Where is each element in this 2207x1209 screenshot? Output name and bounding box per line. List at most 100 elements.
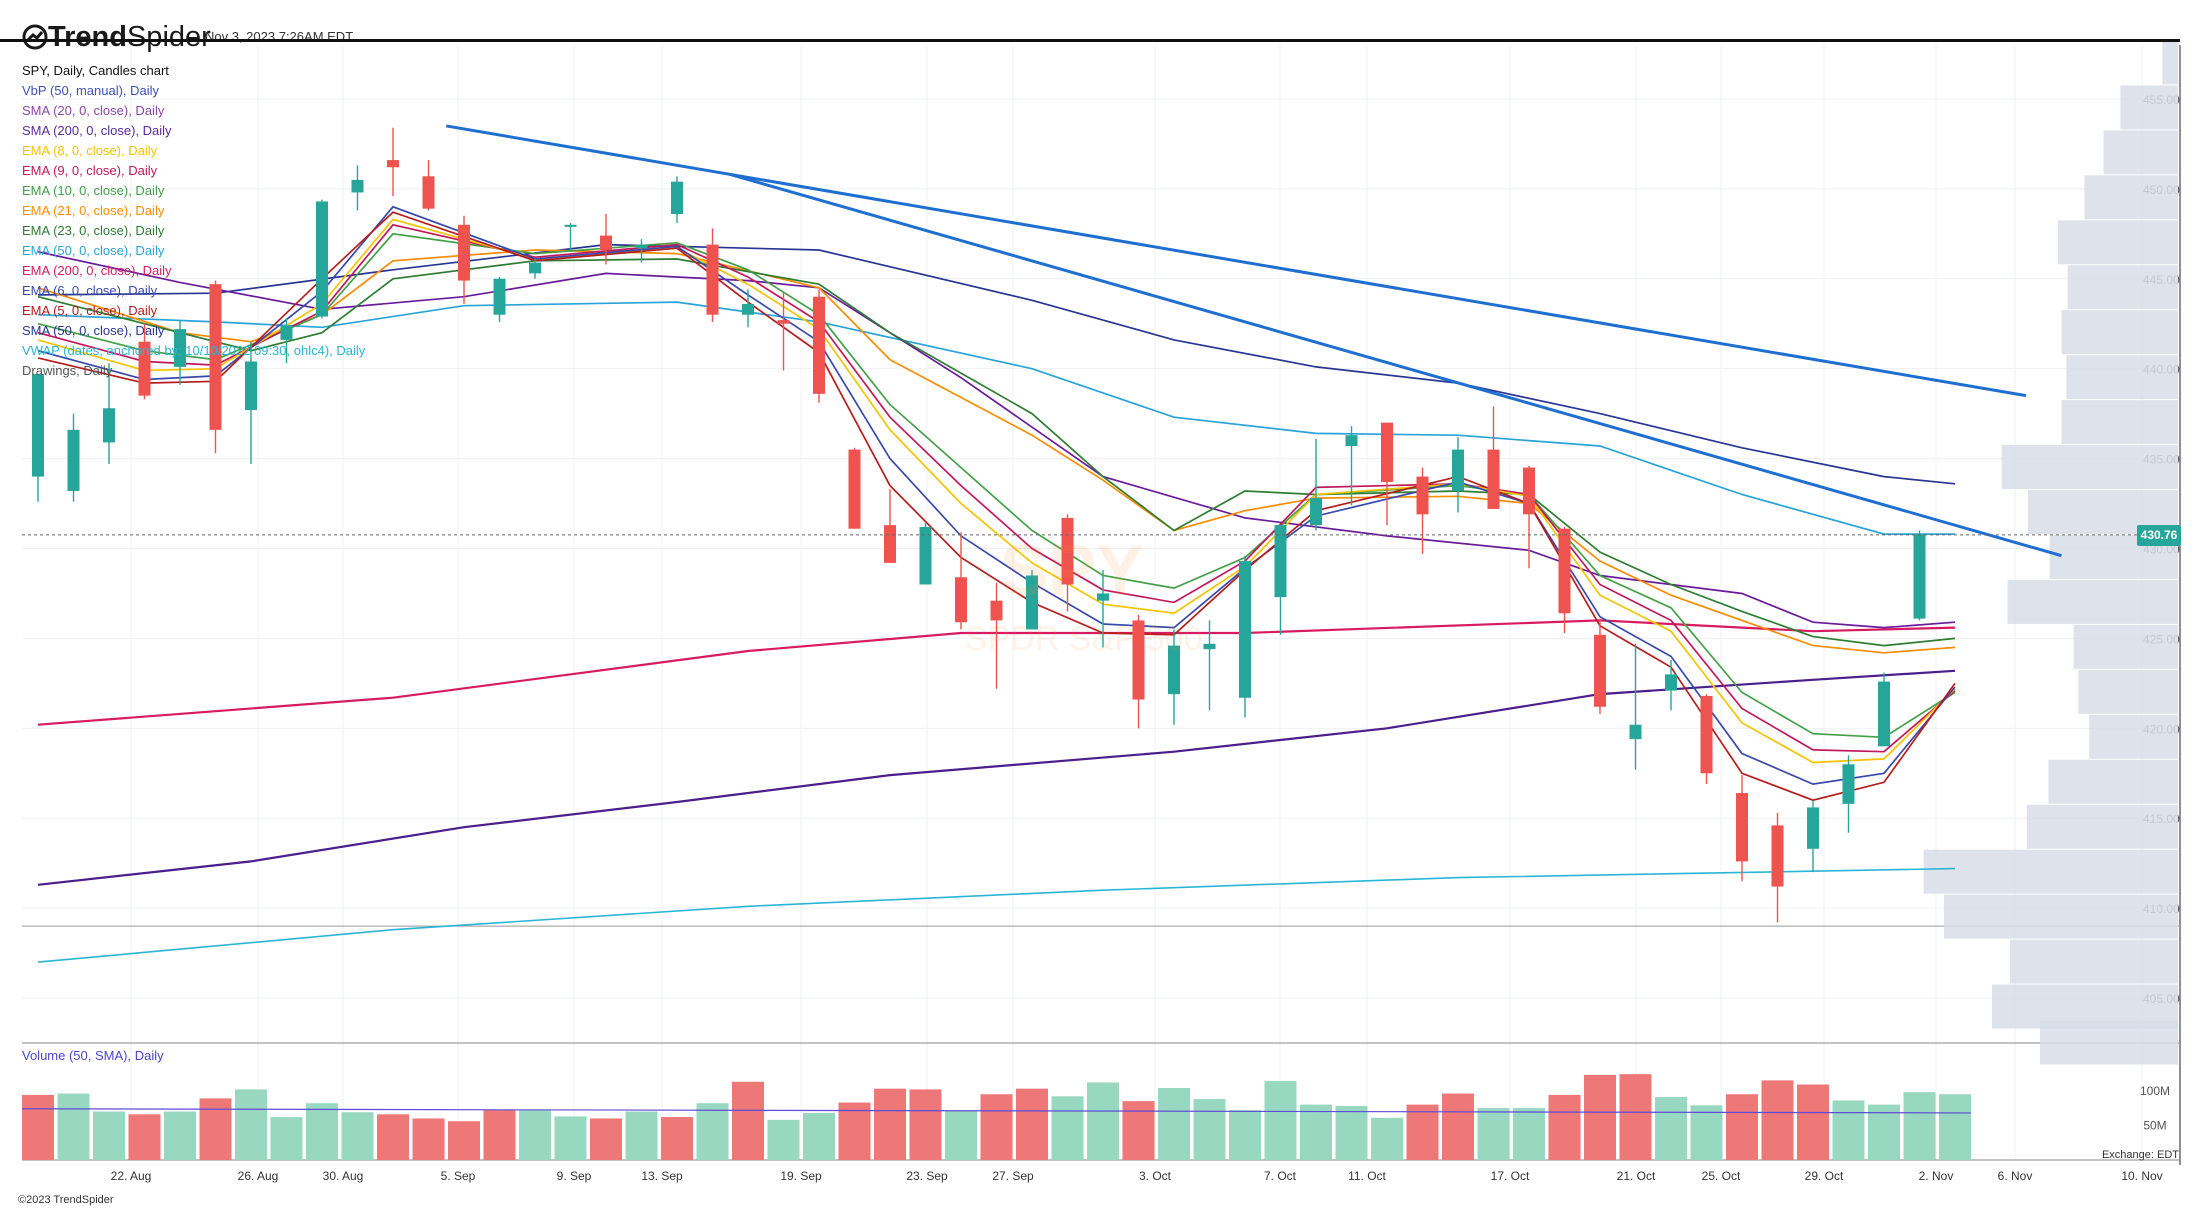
legend-item[interactable]: EMA (9, 0, close), Daily [22,163,158,178]
candle-body[interactable] [1097,593,1109,601]
volume-bar [1335,1106,1368,1160]
volume-bar [377,1114,409,1160]
candle-body[interactable] [1381,422,1393,482]
candle-body[interactable] [848,449,861,529]
legend-item[interactable]: VbP (50, manual), Daily [22,83,160,98]
candle-body[interactable] [990,600,1003,621]
candle-body[interactable] [529,262,541,274]
legend-item[interactable]: SMA (200, 0, close), Daily [22,123,172,138]
candle-body[interactable] [1842,764,1855,804]
volume-bar [22,1094,54,1160]
candle-body[interactable] [1026,575,1038,630]
candle-body[interactable] [1558,528,1571,614]
candle-body[interactable] [564,224,577,227]
candle-body[interactable] [1310,498,1322,526]
volume-bar [1690,1105,1723,1160]
legend-symbol[interactable]: SPY, Daily, Candles chart [22,63,169,78]
candle-body[interactable] [635,244,648,249]
volume-profile-bar [2001,445,2178,490]
candle-body[interactable] [1807,807,1819,849]
candle-body[interactable] [1878,681,1890,747]
indicator-line [37,258,1956,647]
candle-body[interactable] [1061,517,1074,585]
candle-body[interactable] [422,176,435,209]
candle-body[interactable] [458,224,470,281]
x-tick-label: 17. Oct [1491,1169,1530,1183]
legend-item[interactable]: Drawings, Daily [22,363,113,378]
candle-body[interactable] [1665,674,1677,691]
legend-item[interactable]: EMA (50, 0, close), Daily [22,243,165,258]
candle-body[interactable] [138,341,151,396]
volume-profile-bar [2066,355,2178,400]
candle-body[interactable] [1416,476,1429,515]
candle-body[interactable] [777,320,790,324]
legend-item[interactable]: EMA (23, 0, close), Daily [22,223,165,238]
candle-body[interactable] [1168,645,1180,695]
indicator-line [37,301,1955,535]
candle-body[interactable] [1700,695,1713,774]
candle-body[interactable] [493,278,506,315]
candle-body[interactable] [1594,634,1606,707]
volume-label[interactable]: Volume (50, SMA), Daily [22,1048,164,1063]
trendline[interactable] [729,173,2062,558]
candle-body[interactable] [813,296,825,394]
legend-item[interactable]: EMA (6, 0, close), Daily [22,283,158,298]
volume-profile-bar [1944,894,2178,939]
legend-item[interactable]: SMA (50, 0, close), Daily [22,323,165,338]
candle-body[interactable] [706,244,719,315]
candle-body[interactable] [209,284,222,430]
volume-profile-bar [2058,220,2178,265]
legend-item[interactable]: VWAP (dates, anchored by: 10/10/2022 09:… [22,343,366,358]
candle-body[interactable] [1239,561,1251,698]
volume-bar [1229,1110,1261,1160]
volume-average-line [21,1108,1972,1114]
legend-item[interactable]: EMA (8, 0, close), Daily [22,143,158,158]
volume-bar [412,1118,445,1160]
candle-body[interactable] [600,235,612,250]
trendline[interactable] [445,124,2027,398]
x-tick-label: 26. Aug [238,1169,279,1183]
candle-body[interactable] [742,303,754,315]
volume-bar [590,1118,622,1160]
candle-body[interactable] [1452,449,1464,491]
volume-bar [1016,1088,1048,1160]
candle-body[interactable] [884,525,896,563]
volume-bar [1655,1097,1687,1160]
legend-item[interactable]: EMA (10, 0, close), Daily [22,183,165,198]
x-tick-label: 27. Sep [992,1169,1034,1183]
x-tick-label: 5. Sep [441,1169,476,1183]
candle-body[interactable] [1629,724,1642,740]
candle-body[interactable] [1771,825,1784,887]
volume-profile-bar [2061,400,2178,445]
candle-body[interactable] [280,325,293,340]
candle-body[interactable] [67,429,80,491]
candle-body[interactable] [103,408,115,443]
legend-item[interactable]: SMA (20, 0, close), Daily [22,103,165,118]
candle-body[interactable] [1523,467,1535,515]
candle-body[interactable] [671,181,683,215]
candle-body[interactable] [955,577,967,623]
candle-body[interactable] [1132,620,1145,700]
candle-body[interactable] [174,329,186,367]
candle-body[interactable] [387,160,399,168]
candle-body[interactable] [245,361,257,411]
candle-body[interactable] [1203,643,1216,650]
legend-item[interactable]: EMA (5, 0, close), Daily [22,303,158,318]
candle-body[interactable] [1736,793,1748,862]
candle-body[interactable] [316,201,328,317]
candle-body[interactable] [919,526,932,585]
candle-body[interactable] [32,374,44,477]
candle-body[interactable] [1913,534,1926,619]
last-price-tag: 430.76 [2137,524,2181,546]
candle-body[interactable] [351,179,364,193]
candle-body[interactable] [1274,525,1287,598]
legend-item[interactable]: EMA (200, 0, close), Daily [22,263,172,278]
x-tick-label: 25. Oct [1702,1169,1741,1183]
volume-bar [1051,1096,1084,1160]
candle-body[interactable] [1487,449,1500,509]
volume-bar [909,1089,942,1160]
candle-body[interactable] [1345,435,1358,446]
x-tick-label: 13. Sep [641,1169,683,1183]
legend-item[interactable]: EMA (21, 0, close), Daily [22,203,165,218]
